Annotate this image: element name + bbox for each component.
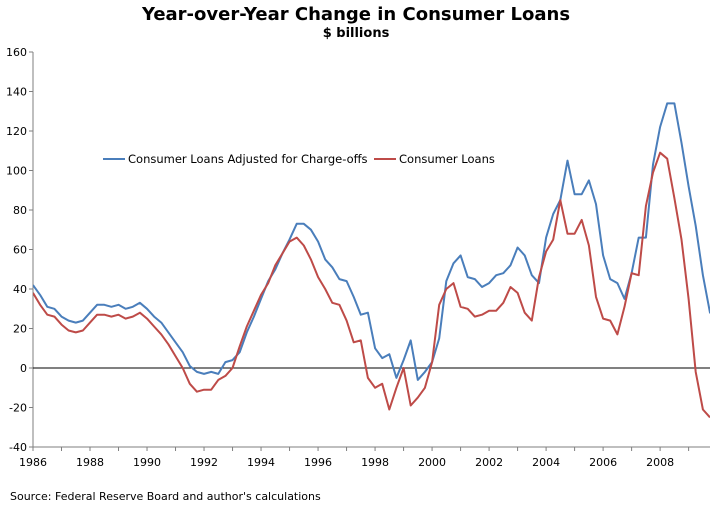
x-tick-label: 1988 xyxy=(76,456,104,469)
series-line-1 xyxy=(33,102,710,381)
y-tick-label: 120 xyxy=(6,125,27,138)
x-tick-label: 2006 xyxy=(589,456,617,469)
source-note: Source: Federal Reserve Board and author… xyxy=(10,490,321,503)
y-tick-label: 40 xyxy=(13,283,27,296)
x-tick-label: 2000 xyxy=(418,456,446,469)
x-tick-label: 2002 xyxy=(475,456,503,469)
legend: Consumer Loans Adjusted for Charge-offs C… xyxy=(103,152,495,166)
x-tick-label: 1986 xyxy=(19,456,47,469)
y-tick-label: 160 xyxy=(6,46,27,59)
y-tick-label: 80 xyxy=(13,204,27,217)
x-tick-label: 1998 xyxy=(361,456,389,469)
x-tick-label: 2008 xyxy=(646,456,674,469)
y-tick-label: -20 xyxy=(9,402,27,415)
y-tick-label: 100 xyxy=(6,165,27,178)
x-tick-label: 1996 xyxy=(304,456,332,469)
y-tick-label: 20 xyxy=(13,323,27,336)
y-tick-label: 60 xyxy=(13,244,27,257)
y-tick-label: 0 xyxy=(20,362,27,375)
legend-label-2: Consumer Loans xyxy=(399,152,495,166)
chart-subtitle: $ billions xyxy=(323,26,390,41)
y-tick-label: 140 xyxy=(6,86,27,99)
x-tick-label: 1992 xyxy=(190,456,218,469)
series-line-2 xyxy=(33,151,710,419)
legend-label-1: Consumer Loans Adjusted for Charge-offs xyxy=(128,152,368,166)
plot-area: -40 -20 0 20 40 60 80 100 120 140 160 1986 1988 1990 1… xyxy=(6,46,710,469)
x-tick-label: 1994 xyxy=(247,456,275,469)
x-tick-label: 1990 xyxy=(133,456,161,469)
chart-title: Year-over-Year Change in Consumer Loans xyxy=(141,4,570,25)
x-tick-label: 2004 xyxy=(532,456,560,469)
y-tick-label: -40 xyxy=(9,441,27,454)
